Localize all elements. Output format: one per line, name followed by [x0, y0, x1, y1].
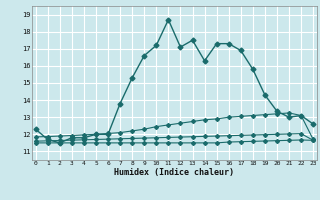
X-axis label: Humidex (Indice chaleur): Humidex (Indice chaleur)	[115, 168, 234, 177]
